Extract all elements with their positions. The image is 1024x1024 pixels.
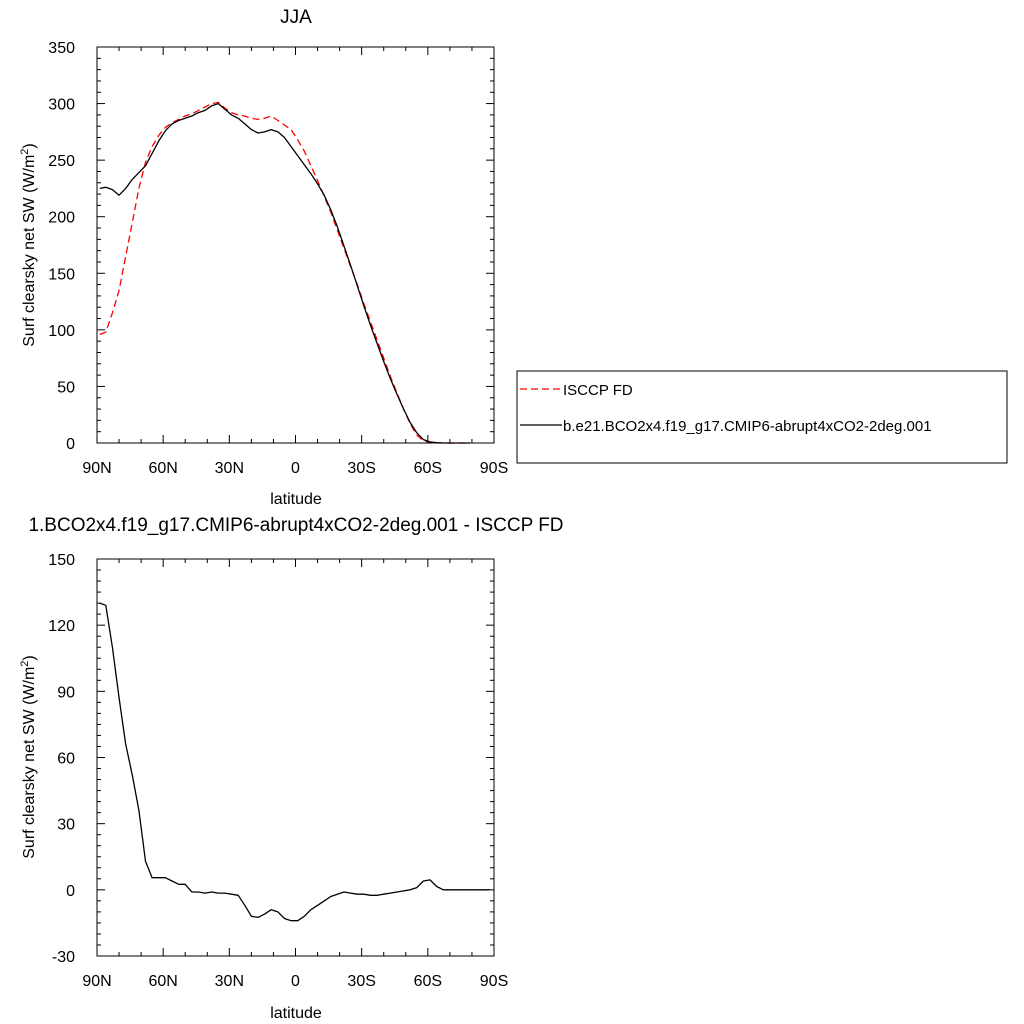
panel-bottom: 1.BCO2x4.f19_g17.CMIP6-abrupt4xCO2-2deg.… — [19, 515, 564, 1022]
top-ticks: 90N 60N 30N 0 30S 60S 90S 0 50 100 150 200 250 300 350 — [48, 40, 508, 477]
x-tick-label: 0 — [291, 973, 300, 990]
y-tick-label: 120 — [48, 618, 75, 635]
top-chart-title: JJA — [280, 7, 312, 28]
series-line-model — [99, 102, 470, 444]
bottom-ticks: 90N 60N 30N 0 30S 60S 90S -30 0 30 60 90 120 150 — [48, 552, 508, 990]
x-tick-label: 60N — [148, 460, 177, 477]
x-tick-label: 30N — [215, 973, 244, 990]
bottom-y-axis-label: Surf clearsky net SW (W/m2) — [19, 655, 38, 858]
y-tick-label: 150 — [48, 266, 75, 283]
y-tick-label: 0 — [66, 883, 75, 900]
x-tick-label: 90N — [82, 973, 111, 990]
top-series — [99, 101, 470, 444]
legend-label-model: b.e21.BCO2x4.f19_g17.CMIP6-abrupt4xCO2-2… — [563, 418, 932, 435]
x-tick-label: 0 — [291, 460, 300, 477]
legend-label-isccp: ISCCP FD — [563, 382, 633, 399]
legend: ISCCP FD b.e21.BCO2x4.f19_g17.CMIP6-abru… — [516, 370, 1008, 464]
y-tick-label: 90 — [57, 684, 75, 701]
x-tick-label: 30S — [347, 973, 375, 990]
bottom-chart-title: 1.BCO2x4.f19_g17.CMIP6-abrupt4xCO2-2deg.… — [28, 515, 563, 536]
panel-top: JJA 90N 60N 30N 0 30S 60S 90S 0 50 100 150 200 250 30… — [19, 7, 508, 508]
x-tick-label: 90N — [82, 460, 111, 477]
bottom-plot-frame — [96, 558, 495, 957]
y-tick-label: 50 — [57, 379, 75, 396]
y-tick-label: 60 — [57, 751, 75, 768]
top-plot-frame — [96, 46, 495, 444]
legend-box — [516, 370, 1008, 464]
y-tick-label: 300 — [48, 97, 75, 114]
x-tick-label: 90S — [480, 973, 508, 990]
bottom-series — [99, 602, 490, 922]
y-tick-label: 150 — [48, 552, 75, 569]
x-tick-label: 60S — [414, 460, 442, 477]
x-tick-label: 90S — [480, 460, 508, 477]
top-x-axis-label: latitude — [270, 491, 322, 508]
y-tick-label: 30 — [57, 817, 75, 834]
x-tick-label: 30N — [215, 460, 244, 477]
y-tick-label: -30 — [52, 949, 75, 966]
series-line-isccp-fd — [99, 101, 470, 444]
y-tick-label: 350 — [48, 40, 75, 57]
x-tick-label: 60S — [414, 973, 442, 990]
y-tick-label: 0 — [66, 436, 75, 453]
x-tick-label: 30S — [347, 460, 375, 477]
y-tick-label: 100 — [48, 323, 75, 340]
bottom-x-axis-label: latitude — [270, 1005, 322, 1022]
series-line-difference — [99, 602, 490, 922]
x-tick-label: 60N — [148, 973, 177, 990]
y-tick-label: 250 — [48, 153, 75, 170]
y-tick-label: 200 — [48, 210, 75, 227]
top-y-axis-label: Surf clearsky net SW (W/m2) — [19, 143, 38, 346]
